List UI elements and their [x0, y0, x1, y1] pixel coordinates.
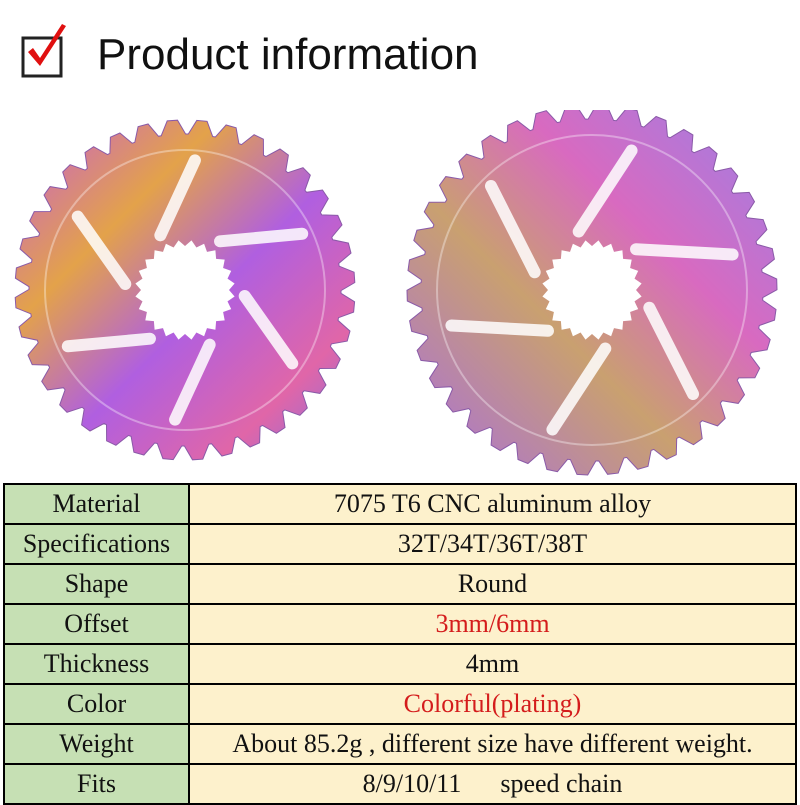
spec-label: Color — [3, 683, 190, 725]
spec-value: Round — [188, 563, 797, 605]
spoke-slot — [643, 301, 700, 401]
spec-row: Color Colorful(plating) — [3, 683, 797, 725]
spoke-slot — [445, 319, 554, 337]
spec-row: Thickness 4mm — [3, 643, 797, 685]
spec-label: Offset — [3, 603, 190, 645]
spec-row: Offset 3mm/6mm — [3, 603, 797, 645]
spec-value: 7075 T6 CNC aluminum alloy — [188, 483, 797, 525]
spec-value: 3mm/6mm — [188, 603, 797, 645]
check-icon — [21, 24, 66, 78]
spoke-slot — [238, 289, 299, 370]
spoke-slot — [572, 144, 638, 238]
spec-value: 4mm — [188, 643, 797, 685]
spoke-slot — [61, 332, 156, 353]
chainring-rim — [436, 134, 748, 446]
chainring-rim — [44, 149, 326, 431]
spec-value: Colorful(plating) — [188, 683, 797, 725]
spoke-slot — [484, 179, 541, 279]
spec-label: Weight — [3, 723, 190, 765]
spec-row: Weight About 85.2g , different size have … — [3, 723, 797, 765]
spec-value: About 85.2g , different size have differ… — [188, 723, 797, 765]
spline-hole — [135, 240, 235, 340]
spec-table: Material 7075 T6 CNC aluminum alloy Specif… — [3, 483, 797, 805]
spec-value: 8/9/10/11 speed chain — [188, 763, 797, 805]
product-photo — [14, 110, 778, 476]
spec-row: Specifications 32T/34T/36T/38T — [3, 523, 797, 565]
spoke-slot — [154, 154, 201, 242]
spoke-slot — [630, 243, 739, 261]
spec-label: Specifications — [3, 523, 190, 565]
spoke-slot — [169, 338, 216, 426]
spec-label: Shape — [3, 563, 190, 605]
spoke-slot — [214, 227, 309, 248]
spec-row: Fits 8/9/10/11 speed chain — [3, 763, 797, 805]
spec-label: Thickness — [3, 643, 190, 685]
spline-hole — [542, 240, 642, 340]
spec-label: Material — [3, 483, 190, 525]
spec-label: Fits — [3, 763, 190, 805]
spoke-slot — [71, 210, 132, 291]
spoke-slot — [546, 342, 612, 436]
title: Product information — [97, 30, 479, 79]
spec-row: Material 7075 T6 CNC aluminum alloy — [3, 483, 797, 525]
header: Product information — [0, 0, 800, 110]
spec-value: 32T/34T/36T/38T — [188, 523, 797, 565]
spec-row: Shape Round — [3, 563, 797, 605]
